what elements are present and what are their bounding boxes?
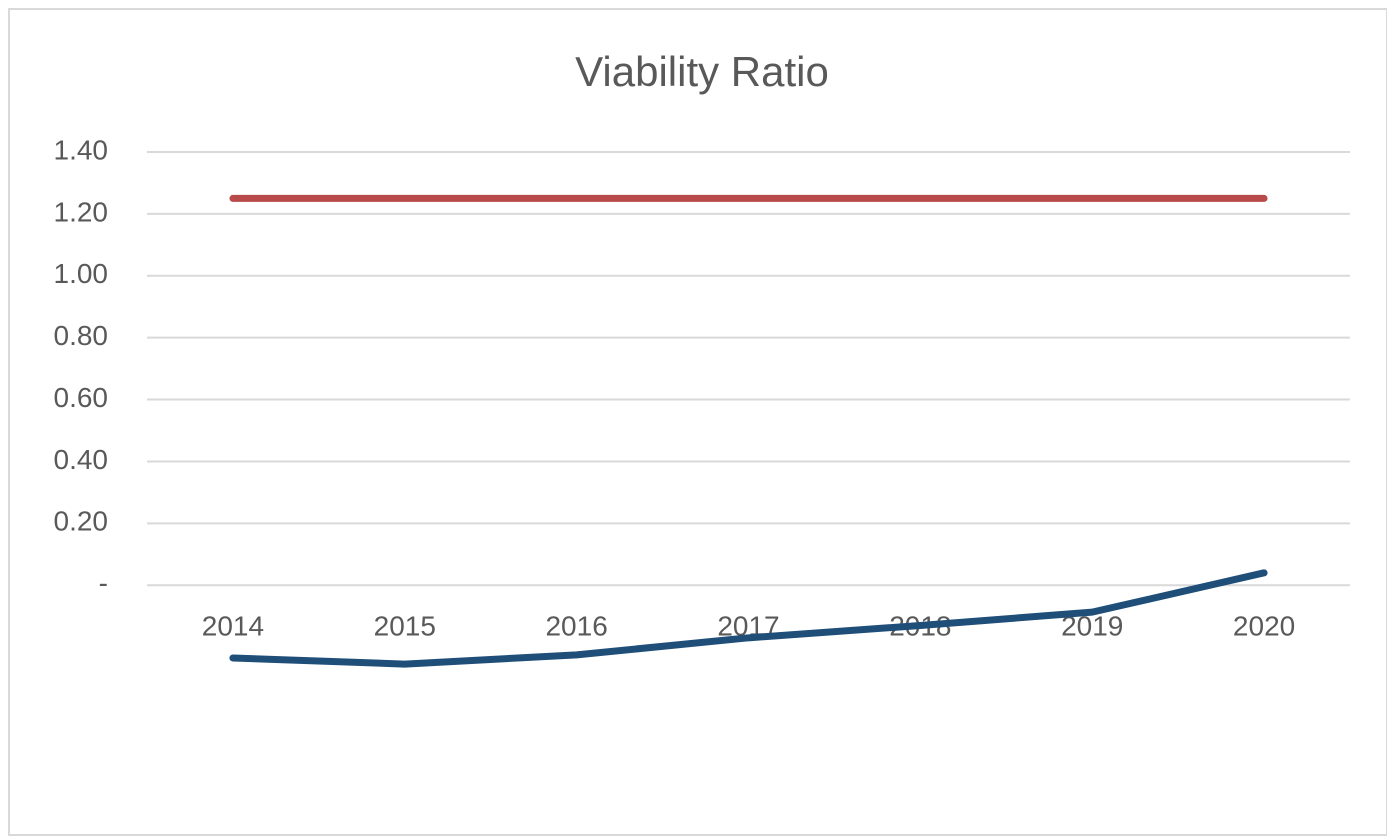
series-line — [229, 569, 1268, 668]
y-tick-label: 0.40 — [54, 444, 109, 475]
y-tick-label: 0.60 — [54, 382, 109, 413]
chart-title: Viability Ratio — [575, 48, 829, 95]
chart-frame — [8, 8, 1387, 836]
y-tick-label: - — [99, 568, 108, 599]
y-tick-label: 1.20 — [54, 196, 109, 227]
y-tick-label: 0.80 — [54, 320, 109, 351]
y-tick-label: 1.00 — [54, 258, 109, 289]
x-tick-label: 2015 — [374, 611, 436, 642]
y-tick-label: 1.40 — [54, 134, 109, 165]
x-tick-label: 2014 — [202, 611, 264, 642]
x-tick-label: 2020 — [1233, 611, 1295, 642]
x-tick-label: 2016 — [545, 611, 607, 642]
y-tick-label: 0.20 — [54, 506, 109, 537]
